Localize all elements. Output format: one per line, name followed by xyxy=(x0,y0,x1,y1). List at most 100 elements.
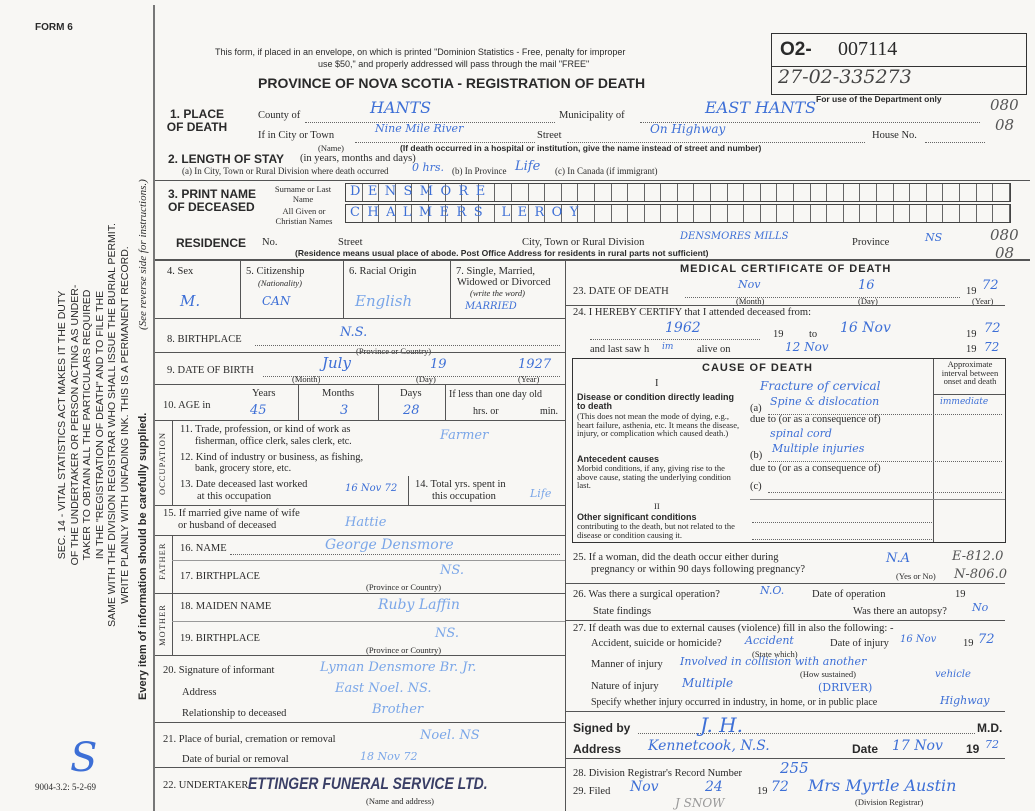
house-no-field[interactable] xyxy=(925,130,985,143)
q21-label: 21. Place of burial, cremation or remova… xyxy=(163,734,336,745)
accident-value: Accident xyxy=(745,634,794,647)
notice-line: SEC. 14 - VITAL STATISTICS ACT MAKES IT … xyxy=(56,290,68,560)
county-value: HANTS xyxy=(370,98,432,117)
other-field-2[interactable] xyxy=(752,527,932,540)
notice-line: TAKER TO OBTAIN ALL THE PARTICULARS REQU… xyxy=(81,289,93,561)
q2-label: 2. LENGTH OF STAY xyxy=(168,152,285,166)
res-city-label: City, Town or Rural Division xyxy=(522,237,645,248)
dept-code: 08 xyxy=(995,116,1015,134)
residence-label: RESIDENCE xyxy=(176,236,247,250)
month-note: (Month) xyxy=(736,296,765,306)
antecedent-label: Antecedent causes xyxy=(577,454,660,464)
municipality-label: Municipality of xyxy=(559,110,625,121)
nature-label: Nature of injury xyxy=(591,681,659,692)
nature-value: Multiple xyxy=(682,676,734,690)
q28-label: 28. Division Registrar's Record Number xyxy=(573,768,742,779)
q2a-label: (a) In City, Town or Rural Division wher… xyxy=(182,166,389,176)
autopsy-value: No xyxy=(972,601,989,614)
given-value: CHALMERS LEROY xyxy=(350,205,586,220)
death-date-field[interactable] xyxy=(685,285,960,298)
code-n: N-806.0 xyxy=(954,567,1007,582)
part-one: I xyxy=(655,378,659,389)
medical-title: MEDICAL CERTIFICATE OF DEATH xyxy=(680,263,892,275)
q9-label: 9. DATE OF BIRTH xyxy=(167,365,254,376)
death-year: 72 xyxy=(982,278,999,293)
age-years: 45 xyxy=(250,403,267,418)
q11-label-2: fisherman, office clerk, sales clerk, et… xyxy=(195,436,352,447)
county-label: County of xyxy=(258,110,301,121)
q2c-label: (c) In Canada (if immigrant) xyxy=(555,166,658,176)
last-saw-label: and last saw h xyxy=(590,344,650,355)
res-city-value: DENSMORES MILLS xyxy=(680,231,789,242)
surname-cells[interactable] xyxy=(345,183,1011,202)
reg-prefix: O2- xyxy=(780,39,812,60)
other-field-1[interactable] xyxy=(752,510,932,523)
q7-sub: (write the word) xyxy=(470,288,525,298)
divider xyxy=(155,180,1030,181)
q15-label: 15. If married give name of wife xyxy=(163,508,300,519)
attended-from-field[interactable] xyxy=(590,327,760,340)
cause-b-field[interactable] xyxy=(768,449,1002,462)
city-label: If in City or Town xyxy=(258,130,335,141)
street-field[interactable] xyxy=(567,130,865,143)
q8-label: 8. BIRTHPLACE xyxy=(167,334,242,345)
attended-from: 1962 xyxy=(665,320,701,336)
informant-address-label: Address xyxy=(182,687,217,698)
county-field[interactable] xyxy=(305,110,555,123)
code-e: E-812.0 xyxy=(952,549,1004,564)
year-prefix: 19 xyxy=(966,742,980,756)
spouse-value: Hattie xyxy=(345,515,387,530)
cause-a-field[interactable] xyxy=(768,402,1002,415)
municipality-field[interactable] xyxy=(640,110,980,123)
birthplace-field[interactable] xyxy=(255,333,560,346)
min-label: min. xyxy=(540,406,559,417)
father-name-field[interactable] xyxy=(230,542,560,555)
dept-only-note: For use of the Department only xyxy=(816,94,942,104)
notice-line: WRITE PLAINLY WITH UNFADING INK. THIS IS… xyxy=(118,246,131,604)
q7-label-2: Widowed or Divorced xyxy=(457,277,551,288)
direct-cause-desc: (This does not mean the mode of dying, e… xyxy=(577,411,740,439)
q2b-label: (b) In Province xyxy=(452,166,507,176)
occupation-side-label: OCCUPATION xyxy=(157,431,167,495)
mother-birth-note: (Province or Country) xyxy=(366,645,442,655)
q25-label-2: pregnancy or within 90 days following pr… xyxy=(591,564,806,575)
name-note: (Name) xyxy=(318,143,344,153)
direct-cause-label: Disease or condition directly leading to… xyxy=(577,392,735,411)
filed-day: 24 xyxy=(705,779,723,795)
hospital-note: (If death occurred in a hospital or inst… xyxy=(400,143,762,153)
years-occupation-value: Life xyxy=(530,487,552,500)
q23-label: 23. DATE OF DEATH xyxy=(573,286,669,297)
signature-field[interactable] xyxy=(638,721,975,734)
reg-number: 007114 xyxy=(838,38,898,60)
last-worked-value: 16 Nov 72 xyxy=(345,483,398,494)
last-seen-year: 72 xyxy=(984,340,1000,354)
q1-label: 1. PLACE OF DEATH xyxy=(166,107,228,134)
where-label: Specify whether injury occurred in indus… xyxy=(591,697,878,708)
year-prefix: 19 xyxy=(966,286,977,297)
cause-c-field[interactable] xyxy=(768,480,1002,493)
q29-label: 29. Filed xyxy=(573,786,611,797)
year-prefix: 19 xyxy=(757,786,768,797)
q5-label: 5. Citizenship xyxy=(246,266,305,277)
city-field[interactable] xyxy=(355,130,535,143)
day-note: (Day) xyxy=(858,296,878,306)
pregnancy-value: N.A xyxy=(886,551,911,566)
q14-label-2: this occupation xyxy=(432,491,496,502)
driver-value: (DRIVER) xyxy=(818,681,873,694)
residence-note: (Residence means usual place of abode. P… xyxy=(295,248,709,258)
city-value: Nine Mile River xyxy=(375,122,464,135)
days-label: Days xyxy=(400,388,422,399)
attended-to: 16 Nov xyxy=(840,320,891,336)
informant-value: Lyman Densmore Br. Jr. xyxy=(320,660,477,675)
signed-by-label: Signed by xyxy=(573,721,631,735)
signed-address-label: Address xyxy=(573,742,622,756)
margin-rule xyxy=(153,5,155,811)
given-names-cells[interactable] xyxy=(345,204,1011,223)
municipality-value: EAST HANTS xyxy=(705,98,817,117)
operation-date-label: Date of operation xyxy=(812,589,886,600)
undertaker-stamp: ETTINGER FUNERAL SERVICE LTD. xyxy=(248,774,488,793)
mail-notice-1: This form, if placed in an envelope, on … xyxy=(215,47,626,57)
dob-field[interactable] xyxy=(263,364,560,377)
cause-a-value: Spine & dislocation xyxy=(770,395,880,408)
informant-address-value: East Noel. NS. xyxy=(335,681,432,696)
